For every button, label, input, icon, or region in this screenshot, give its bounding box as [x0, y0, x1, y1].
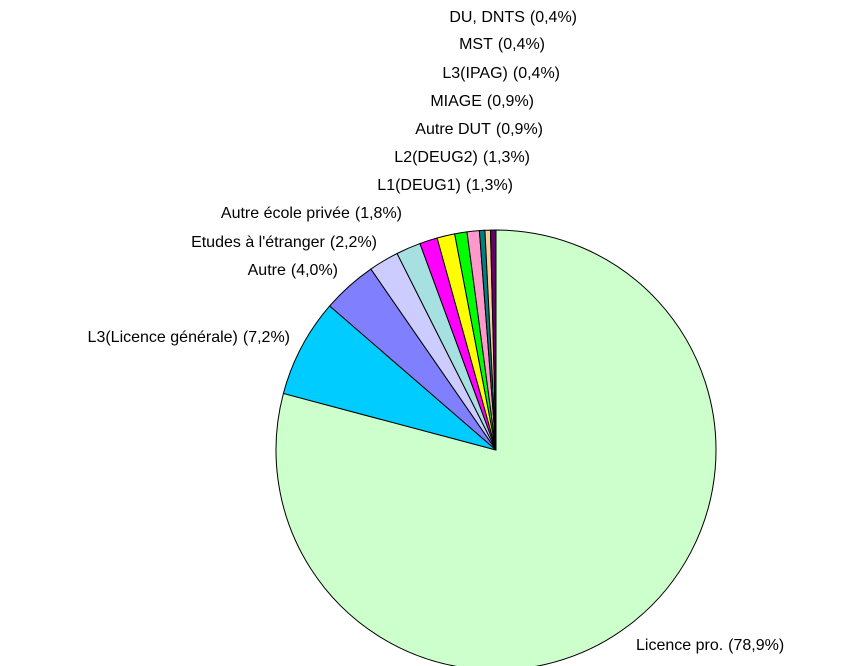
- slice-value: (0,4%): [530, 9, 577, 26]
- slice-name: Autre: [248, 262, 286, 279]
- slice-label: MST (0,4%): [459, 36, 545, 53]
- slice-name: DU, DNTS: [449, 9, 525, 26]
- slice-name: Etudes à l'étranger: [191, 234, 325, 251]
- slice-label: MIAGE (0,9%): [430, 93, 534, 110]
- slice-value: (0,9%): [487, 93, 534, 110]
- slice-label: Autre école privée (1,8%): [221, 205, 402, 222]
- pie-slice: [489, 229, 497, 451]
- slice-label: L2(DEUG2) (1,3%): [394, 149, 530, 166]
- slice-value: (0,9%): [496, 121, 543, 138]
- slice-label: L3(IPAG) (0,4%): [442, 65, 560, 82]
- slice-label: L3(Licence générale) (7,2%): [88, 329, 290, 346]
- slice-value: (1,3%): [483, 149, 530, 166]
- slice-name: MST: [459, 36, 493, 53]
- slice-name: L1(DEUG1): [377, 177, 461, 194]
- slice-label: Licence pro. (78,9%): [636, 637, 784, 654]
- slice-value: (1,3%): [466, 177, 513, 194]
- slice-name: L2(DEUG2): [394, 149, 478, 166]
- slice-value: (2,2%): [330, 234, 377, 251]
- slice-label: Autre (4,0%): [248, 262, 338, 279]
- slice-label: Autre DUT (0,9%): [415, 121, 543, 138]
- slice-name: MIAGE: [430, 93, 482, 110]
- slice-label: L1(DEUG1) (1,3%): [377, 177, 513, 194]
- slice-name: Licence pro.: [636, 637, 723, 654]
- slice-value: (78,9%): [728, 637, 784, 654]
- slice-value: (7,2%): [243, 329, 290, 346]
- slice-value: (1,8%): [355, 205, 402, 222]
- slice-value: (0,4%): [498, 36, 545, 53]
- slice-name: L3(Licence générale): [88, 329, 238, 346]
- slice-name: Autre école privée: [221, 205, 350, 222]
- slice-label: Etudes à l'étranger (2,2%): [191, 234, 377, 251]
- pie-slice: [282, 305, 497, 451]
- slice-label: DU, DNTS (0,4%): [449, 9, 577, 26]
- slice-value: (4,0%): [291, 262, 338, 279]
- slice-value: (0,4%): [513, 65, 560, 82]
- slice-name: Autre DUT: [415, 121, 491, 138]
- slice-name: L3(IPAG): [442, 65, 508, 82]
